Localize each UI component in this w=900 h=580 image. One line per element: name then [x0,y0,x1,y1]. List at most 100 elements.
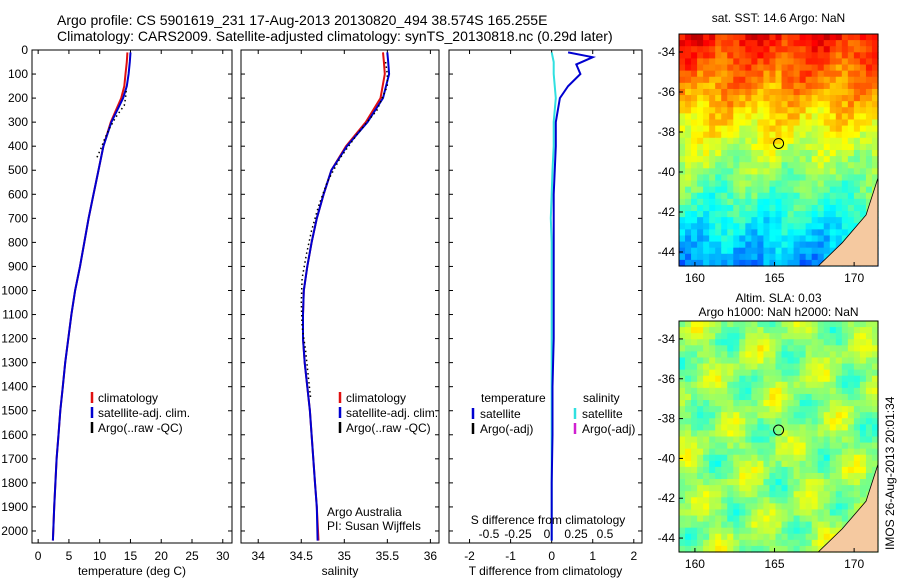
map-cell [805,217,813,224]
map-cell [823,406,831,413]
map-cell [805,180,813,188]
map-cell [871,369,879,377]
map-cell [823,381,831,389]
map-cell [769,381,777,389]
map-cell [745,369,752,377]
map-cell [709,107,716,114]
map-cell [847,479,855,486]
map-cell [769,143,777,151]
map-cell [841,125,849,133]
map-cell [697,76,704,84]
map-cell [835,436,843,444]
map-cell [841,113,849,121]
map-cell [739,521,746,529]
map-cell [859,321,867,328]
map-cell [757,241,765,249]
map-cell [817,479,825,486]
map-cell [751,479,758,486]
map-cell [721,40,728,47]
map-cell [679,143,686,151]
map-cell [811,40,819,47]
map-cell [709,58,716,66]
map-cell [841,509,849,517]
map-cell [853,436,861,444]
map-cell [769,64,777,72]
map-cell [739,545,746,553]
map-cell [799,406,807,413]
map-cell [709,393,716,401]
map-cell [859,180,867,188]
map-cell [757,217,765,224]
map-cell [835,527,843,535]
map-cell [721,497,728,504]
map-cell [871,64,879,72]
map-cell [859,381,867,389]
map-cell [685,217,692,224]
map-cell [697,460,704,468]
map-cell [757,485,765,492]
map-cell [817,186,825,194]
map-cell [799,82,807,90]
map-cell [781,247,789,255]
map-cell [865,369,873,377]
map-cell [847,107,855,114]
map-cell [817,58,825,66]
map-cell [847,137,855,145]
map-cell [847,192,855,200]
map-cell [817,137,825,145]
map-cell [751,509,758,517]
map-cell [721,241,728,249]
map-cell [799,412,807,419]
map-cell [709,113,716,121]
map-cell [733,503,740,511]
series-line [95,90,127,159]
map-cell [799,137,807,145]
map-cell [757,503,765,511]
map-cell [775,430,783,438]
map-cell [841,491,849,498]
map-cell [817,46,825,53]
map-cell [799,503,807,511]
map-cell [757,143,765,151]
map-cell [853,375,861,383]
map-cell [703,533,710,541]
map-cell [733,82,740,90]
map-cell [715,381,722,389]
map-cell [751,339,758,346]
map-cell [703,58,710,66]
map-cell [781,192,789,200]
map-cell [679,125,686,133]
map-cell [697,34,704,41]
map-cell [733,515,740,523]
map-cell [769,34,777,41]
map-cell [733,241,740,249]
map-cell [727,76,734,84]
map-cell [781,137,789,145]
map-cell [787,95,795,102]
map-cell [793,345,801,352]
map-cell [703,515,710,523]
map-cell [817,88,825,96]
map-cell [751,229,758,237]
map-cell [745,186,752,194]
map-cell [835,472,843,480]
map-cell [823,448,831,456]
map-cell [775,442,783,450]
map-cell [697,479,704,486]
map-cell [835,351,843,359]
legend-entry: satellite-adj. clim. [346,406,438,420]
map-cell [823,333,831,340]
map-cell [757,521,765,529]
map-cell [751,460,758,468]
map-cell [721,107,728,114]
map-cell [787,345,795,352]
map-cell [751,46,758,53]
map-cell [697,357,704,365]
map-cell [793,400,801,407]
map-cell [811,64,819,72]
map-cell [871,412,879,419]
map-cell [817,448,825,456]
map-cell [709,34,716,41]
map-cell [727,448,734,456]
map-cell [775,229,783,237]
